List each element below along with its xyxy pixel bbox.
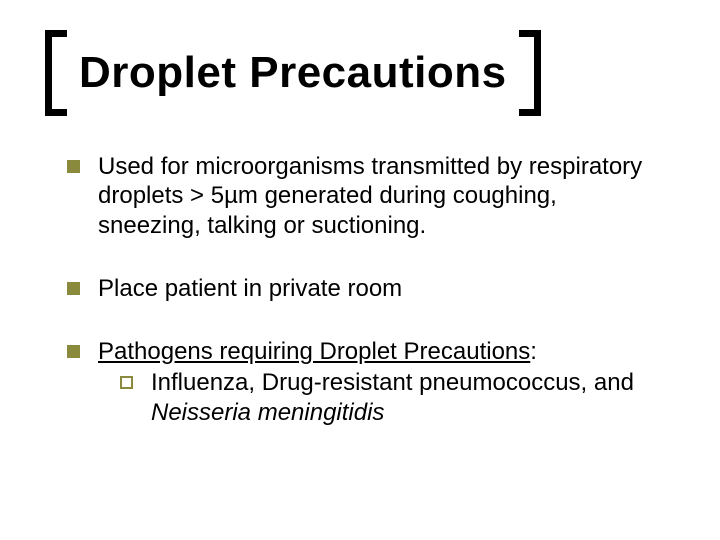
bullet-text: Place patient in private room: [98, 274, 665, 303]
square-bullet-icon: [67, 282, 80, 295]
sub-bullet-item: Influenza, Drug-resistant pneumococcus, …: [98, 368, 665, 427]
bullet-heading: Pathogens requiring Droplet Precautions: [98, 338, 530, 365]
bullet-item: Place patient in private room: [67, 274, 665, 303]
open-square-bullet-icon: [120, 376, 133, 389]
slide: Droplet Precautions Used for microorgani…: [0, 0, 720, 540]
bullet-heading-suffix: :: [530, 338, 537, 365]
sub-bullet-text: Influenza, Drug-resistant pneumococcus, …: [151, 368, 665, 427]
sub-bullet-prefix: Influenza, Drug-resistant pneumococcus, …: [151, 369, 634, 396]
bullet-text: Used for microorganisms transmitted by r…: [98, 152, 665, 240]
right-bracket-icon: [519, 30, 541, 116]
sub-bullet-list: Influenza, Drug-resistant pneumococcus, …: [98, 368, 665, 427]
square-bullet-icon: [67, 160, 80, 173]
bullet-list: Used for microorganisms transmitted by r…: [55, 152, 665, 427]
slide-title: Droplet Precautions: [79, 48, 507, 98]
bullet-item: Pathogens requiring Droplet Precautions:…: [67, 337, 665, 427]
title-row: Droplet Precautions: [45, 30, 665, 116]
sub-bullet-italic: Neisseria meningitidis: [151, 399, 384, 426]
bullet-text: Pathogens requiring Droplet Precautions:…: [98, 337, 665, 427]
square-bullet-icon: [67, 345, 80, 358]
left-bracket-icon: [45, 30, 67, 116]
bullet-item: Used for microorganisms transmitted by r…: [67, 152, 665, 240]
